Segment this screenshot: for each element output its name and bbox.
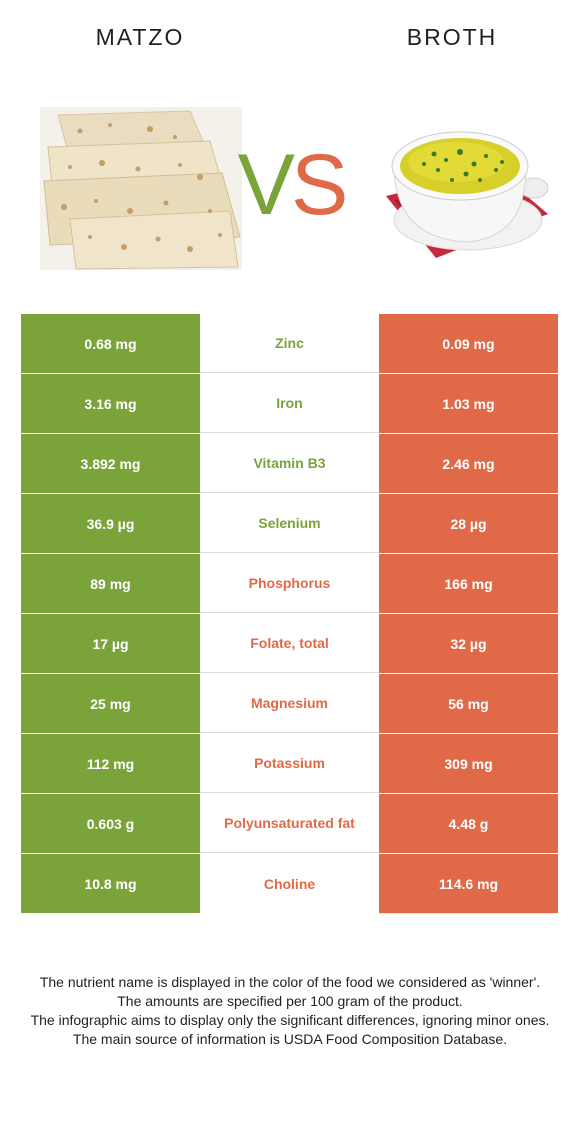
matzo-value: 0.68 mg bbox=[21, 314, 200, 373]
broth-value: 4.48 g bbox=[379, 794, 558, 853]
broth-value: 56 mg bbox=[379, 674, 558, 733]
broth-value: 114.6 mg bbox=[379, 854, 558, 913]
nutrient-name: Choline bbox=[200, 854, 379, 913]
matzo-value: 0.603 g bbox=[21, 794, 200, 853]
footer-line-aims: The infographic aims to display only the… bbox=[30, 1012, 550, 1028]
broth-value: 166 mg bbox=[379, 554, 558, 613]
table-row: 112 mg Potassium 309 mg bbox=[21, 734, 558, 794]
table-row: 0.603 g Polyunsaturated fat 4.48 g bbox=[21, 794, 558, 854]
nutrient-table: 0.68 mg Zinc 0.09 mg 3.16 mg Iron 1.03 mg 3.89… bbox=[21, 314, 558, 914]
table-row: 0.68 mg Zinc 0.09 mg bbox=[21, 314, 558, 374]
table-row: 25 mg Magnesium 56 mg bbox=[21, 674, 558, 734]
broth-value: 309 mg bbox=[379, 734, 558, 793]
nutrient-name: Phosphorus bbox=[200, 554, 379, 613]
footer-notes: The nutrient name is displayed in the co… bbox=[20, 973, 560, 1049]
nutrient-name: Zinc bbox=[200, 314, 379, 373]
nutrient-name: Selenium bbox=[200, 494, 379, 553]
table-row: 36.9 µg Selenium 28 µg bbox=[21, 494, 558, 554]
matzo-value: 10.8 mg bbox=[21, 854, 200, 913]
matzo-value: 112 mg bbox=[21, 734, 200, 793]
matzo-value: 3.16 mg bbox=[21, 374, 200, 433]
table-row: 17 µg Folate, total 32 µg bbox=[21, 614, 558, 674]
vs-label: VS bbox=[237, 137, 349, 233]
broth-value: 2.46 mg bbox=[379, 434, 558, 493]
matzo-value: 25 mg bbox=[21, 674, 200, 733]
footer-line-source: The main source of information is USDA F… bbox=[72, 1031, 508, 1047]
footer-line-winner: The nutrient name is displayed in the co… bbox=[39, 974, 541, 990]
nutrient-name: Iron bbox=[200, 374, 379, 433]
broth-image bbox=[386, 131, 549, 258]
broth-title: BROTH bbox=[406, 24, 498, 50]
table-divider bbox=[379, 913, 558, 914]
nutrient-name: Potassium bbox=[200, 734, 379, 793]
broth-value: 28 µg bbox=[379, 494, 558, 553]
matzo-title: MATZO bbox=[95, 24, 185, 50]
table-row: 3.892 mg Vitamin B3 2.46 mg bbox=[21, 434, 558, 494]
nutrient-name: Polyunsaturated fat bbox=[200, 794, 379, 853]
matzo-value: 36.9 µg bbox=[21, 494, 200, 553]
matzo-value: 89 mg bbox=[21, 554, 200, 613]
nutrient-name: Vitamin B3 bbox=[200, 434, 379, 493]
table-row: 10.8 mg Choline 114.6 mg bbox=[21, 854, 558, 914]
matzo-value: 3.892 mg bbox=[21, 434, 200, 493]
broth-value: 1.03 mg bbox=[379, 374, 558, 433]
matzo-value: 17 µg bbox=[21, 614, 200, 673]
nutrient-name: Magnesium bbox=[200, 674, 379, 733]
broth-value: 0.09 mg bbox=[379, 314, 558, 373]
matzo-image bbox=[40, 107, 242, 270]
table-row: 89 mg Phosphorus 166 mg bbox=[21, 554, 558, 614]
broth-value: 32 µg bbox=[379, 614, 558, 673]
footer-line-amounts: The amounts are specified per 100 gram o… bbox=[117, 993, 463, 1009]
nutrient-name: Folate, total bbox=[200, 614, 379, 673]
table-row: 3.16 mg Iron 1.03 mg bbox=[21, 374, 558, 434]
